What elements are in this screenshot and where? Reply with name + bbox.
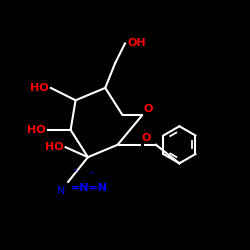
Text: OH: OH [128,38,146,48]
Text: O: O [141,133,150,143]
Text: HO: HO [44,142,63,152]
Text: $^+$: $^+$ [70,168,78,177]
Text: $\mathsf{N}$: $\mathsf{N}$ [56,184,66,196]
Text: $^-$: $^-$ [88,169,96,178]
Text: =N=N: =N=N [70,183,108,193]
Text: HO: HO [30,83,48,93]
Text: O: O [144,104,153,114]
Text: HO: HO [27,125,46,135]
